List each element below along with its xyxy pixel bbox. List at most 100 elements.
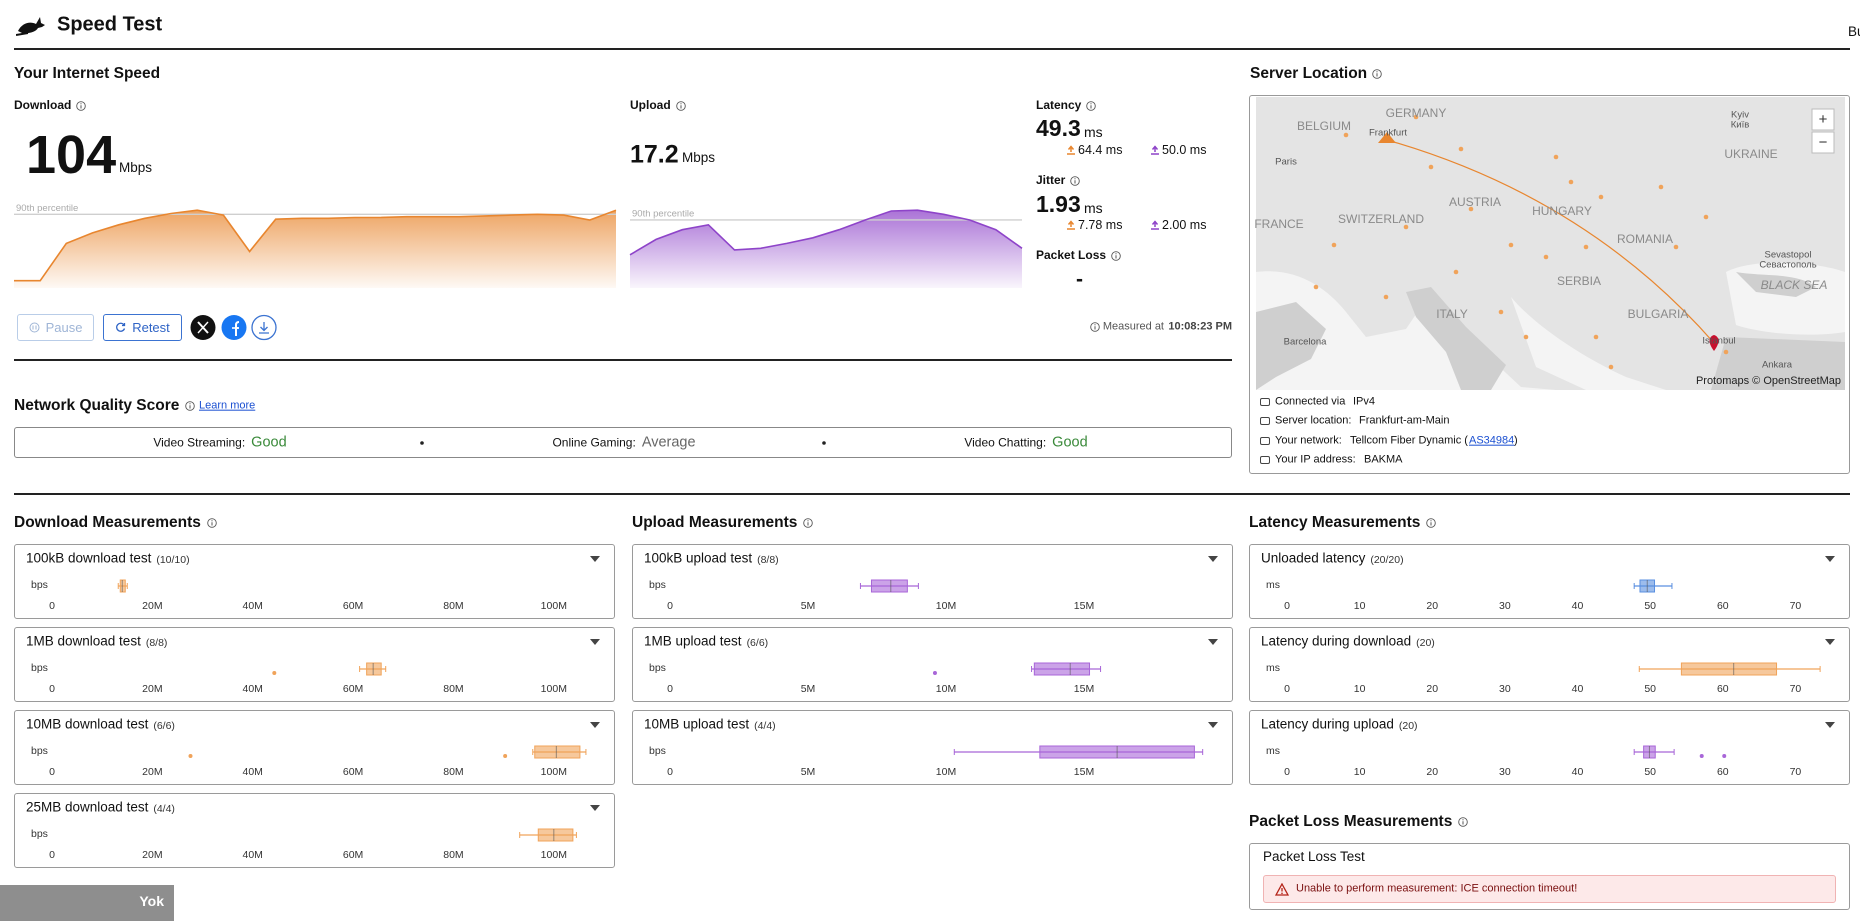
info-dot [1430,520,1432,522]
share-icons [190,314,277,341]
x-tick-label: 0 [667,600,673,612]
test-name: Unloaded latency [1261,551,1366,566]
dropdown-caret[interactable] [1208,556,1218,562]
server-dot [1608,364,1614,370]
dropdown-caret[interactable] [590,639,600,645]
info-icon [207,518,217,528]
dropdown-caret[interactable] [1825,556,1835,562]
map-label: UKRAINE [1724,147,1777,161]
x-tick-label: 60M [343,683,363,695]
test-count: (6/6) [153,720,175,732]
info-value: ) [1514,434,1518,447]
test-card [14,793,615,868]
test-card [14,544,615,619]
share-facebook[interactable] [221,315,247,340]
asn-link[interactable]: AS34984 [1469,434,1515,447]
dropdown-caret[interactable] [590,556,600,562]
origin-marker [1378,132,1396,143]
test-count: (10/10) [156,554,189,566]
info-value: IPv4 [1353,395,1376,408]
share-x[interactable] [190,315,216,340]
test-name: 25MB download test [26,800,149,815]
retest-button[interactable]: Retest [103,314,182,341]
x-tick-label: 0 [1284,766,1290,778]
x-tick-label: 100M [541,766,567,778]
download-result[interactable] [251,314,277,341]
separator [420,441,424,445]
test-card [632,544,1233,619]
quality-box [14,427,1232,458]
dropdown-caret[interactable] [590,722,600,728]
x-tick-label: 10M [936,766,956,778]
info-ring [1070,176,1080,186]
server-dot [1498,309,1504,315]
quality-label: Video Streaming: [153,435,246,450]
server-dot [1468,206,1474,212]
test-count: (20/20) [1370,554,1403,566]
divider [14,493,1850,495]
badge-label: Yok [139,892,164,909]
server-dot [1673,244,1679,250]
info-ring [803,518,813,528]
quality-value: Good [251,434,287,451]
area [630,210,1022,288]
x-tick-label: 60M [343,600,363,612]
zoom-button[interactable] [1811,108,1835,131]
x-tick-label: 5M [801,600,816,612]
x-tick-label: 70 [1790,600,1802,612]
dropdown-caret[interactable] [1825,639,1835,645]
direction-icon [1151,220,1159,230]
pause-button[interactable]: Pause [17,314,94,341]
x-tick-label: 5M [801,766,816,778]
trend-line [14,209,617,282]
info-ring [1111,251,1121,261]
info-ring [1086,101,1096,111]
zoom-button[interactable] [1811,131,1835,154]
x-tick-label: 80M [443,766,463,778]
x-tick-label: 30 [1499,600,1511,612]
jitter-value: 1.93 [1036,190,1081,217]
dropdown-caret[interactable] [1208,722,1218,728]
test-name: 100kB download test [26,551,152,566]
info-row-icon [1260,417,1270,425]
x-tick-label: 20 [1426,600,1438,612]
x-tick-label: 20M [142,683,162,695]
zoom-label[interactable]: − [1819,134,1828,151]
x-tick-label: 0 [1284,600,1290,612]
unit-label: ms [1266,745,1280,757]
server-dot [1313,284,1319,290]
icon-shape [1260,456,1270,464]
tagline: Built with Cloudflare Developer Platform [1848,24,1860,40]
direction-icon [1067,220,1075,230]
test-name: 10MB download test [26,717,149,732]
latency-value: 49.3 [1036,114,1081,141]
x-tick-label: 15M [1074,683,1094,695]
dropdown-caret[interactable] [590,805,600,811]
test-name: Latency during upload [1261,717,1394,732]
info-label: Server location: [1275,414,1352,427]
section-title: Packet Loss Measurements [1249,813,1453,831]
separator-dot [822,441,826,445]
dropdown-caret[interactable] [1208,639,1218,645]
warning-icon [1275,883,1289,896]
metric-label: Download [14,98,72,113]
app-title: Speed Test [57,13,163,36]
x-tick-label: 70 [1790,683,1802,695]
zoom-label[interactable]: + [1819,111,1828,128]
test-count: (20) [1416,637,1435,649]
info-ring [676,101,686,111]
info-icon [803,518,813,528]
info-dot [80,103,82,105]
x-tick-label: 15M [1074,766,1094,778]
server-dot [1543,254,1549,260]
x-tick-label: 0 [49,766,55,778]
server-dot [1568,179,1574,185]
outlier [188,754,193,758]
unit-label: bps [31,579,48,591]
info-icon [185,401,195,411]
x-tick-label: 60 [1717,600,1729,612]
dropdown-caret[interactable] [1825,722,1835,728]
learn-more-link[interactable]: Learn more [199,399,256,412]
footer-badge [0,885,174,921]
